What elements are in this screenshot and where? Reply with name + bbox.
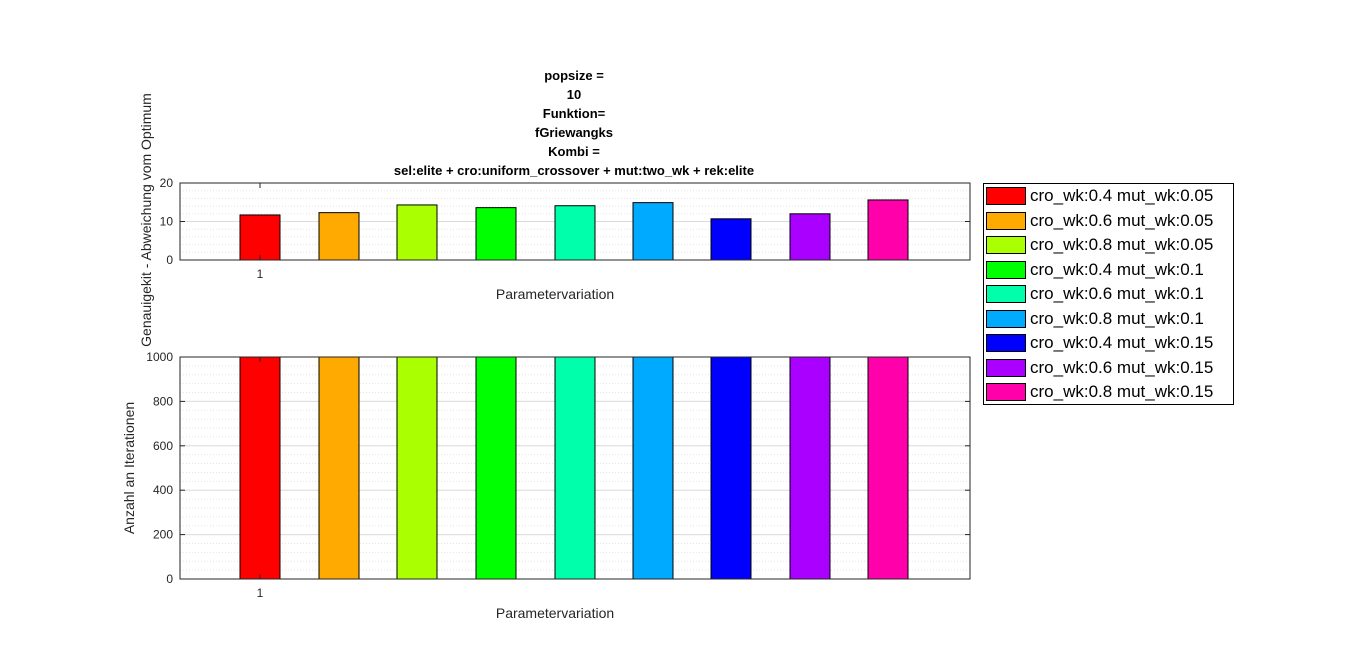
legend-label: cro_wk:0.4 mut_wk:0.15 bbox=[1030, 333, 1214, 352]
legend-swatch bbox=[986, 211, 1026, 230]
legend-swatch bbox=[986, 358, 1026, 377]
y-tick-label: 600 bbox=[153, 439, 173, 453]
bar bbox=[239, 356, 281, 580]
legend-item: cro_wk:0.4 mut_wk:0.15 bbox=[986, 331, 1213, 355]
title-line: Funktion= bbox=[542, 106, 606, 121]
legend-item: cro_wk:0.8 mut_wk:0.05 bbox=[986, 233, 1213, 257]
y-tick-label: 400 bbox=[153, 483, 173, 497]
legend-label: cro_wk:0.8 mut_wk:0.15 bbox=[1030, 382, 1214, 401]
legend-label: cro_wk:0.6 mut_wk:0.15 bbox=[1030, 357, 1214, 377]
bar bbox=[710, 356, 752, 580]
x-axis-label: Parametervariation bbox=[496, 286, 614, 302]
x-tick-label: 1 bbox=[257, 586, 264, 600]
bar bbox=[710, 218, 752, 261]
legend-swatch bbox=[986, 334, 1026, 352]
legend: cro_wk:0.4 mut_wk:0.05 cro_wk:0.6 mut_wk… bbox=[983, 183, 1234, 405]
y-tick-label: 1000 bbox=[146, 350, 173, 364]
bar bbox=[867, 199, 909, 261]
bar bbox=[632, 356, 674, 580]
legend-item: cro_wk:0.6 mut_wk:0.1 bbox=[986, 282, 1204, 306]
bar bbox=[789, 356, 831, 580]
legend-label: cro_wk:0.4 mut_wk:0.05 bbox=[1030, 186, 1214, 205]
y-tick-label: 800 bbox=[153, 394, 173, 408]
axes-box bbox=[179, 356, 971, 580]
title-line: 10 bbox=[566, 87, 582, 102]
y-tick-label: 10 bbox=[160, 215, 174, 229]
legend-swatch bbox=[986, 187, 1026, 205]
legend-label: cro_wk:0.8 mut_wk:0.1 bbox=[1030, 308, 1204, 328]
legend-item: cro_wk:0.8 mut_wk:0.1 bbox=[986, 307, 1204, 331]
x-tick-label: 1 bbox=[257, 267, 264, 281]
bar bbox=[239, 214, 281, 261]
legend-item: cro_wk:0.4 mut_wk:0.05 bbox=[986, 184, 1213, 208]
title-line: fGriewangks bbox=[534, 125, 614, 140]
bar bbox=[318, 212, 360, 261]
title-line: popsize = bbox=[544, 68, 604, 83]
bar bbox=[632, 202, 674, 261]
y-tick-label: 20 bbox=[160, 176, 174, 190]
y-tick-label: 0 bbox=[166, 572, 173, 586]
bar bbox=[475, 356, 517, 580]
legend-swatch bbox=[986, 236, 1026, 254]
legend-label: cro_wk:0.4 mut_wk:0.1 bbox=[1030, 259, 1204, 279]
bar bbox=[867, 356, 909, 580]
title-line: Kombi = bbox=[548, 144, 600, 159]
bar bbox=[396, 356, 438, 580]
legend-item: cro_wk:0.4 mut_wk:0.1 bbox=[986, 258, 1204, 282]
y-axis-label: Genauigekit - Abweichung vom Optimum bbox=[138, 93, 154, 347]
bar bbox=[554, 205, 596, 261]
bar bbox=[396, 204, 438, 261]
x-axis-label: Parametervariation bbox=[496, 605, 614, 621]
y-tick-label: 0 bbox=[166, 253, 173, 267]
title-line: sel:elite + cro:uniform_crossover + mut:… bbox=[393, 163, 755, 178]
legend-swatch bbox=[986, 260, 1026, 279]
bar bbox=[554, 356, 596, 580]
legend-item: cro_wk:0.6 mut_wk:0.05 bbox=[986, 209, 1213, 233]
legend-swatch bbox=[986, 383, 1026, 401]
bar bbox=[789, 213, 831, 261]
legend-label: cro_wk:0.6 mut_wk:0.1 bbox=[1030, 284, 1204, 303]
legend-swatch bbox=[986, 309, 1026, 328]
y-axis-label: Anzahl an Iterationen bbox=[121, 402, 137, 534]
y-tick-label: 200 bbox=[153, 528, 173, 542]
legend-label: cro_wk:0.6 mut_wk:0.05 bbox=[1030, 210, 1214, 230]
legend-label: cro_wk:0.8 mut_wk:0.05 bbox=[1030, 235, 1214, 254]
legend-item: cro_wk:0.6 mut_wk:0.15 bbox=[986, 356, 1213, 380]
legend-swatch bbox=[986, 285, 1026, 303]
bar bbox=[475, 207, 517, 261]
bar bbox=[318, 356, 360, 580]
legend-item: cro_wk:0.8 mut_wk:0.15 bbox=[986, 380, 1213, 404]
